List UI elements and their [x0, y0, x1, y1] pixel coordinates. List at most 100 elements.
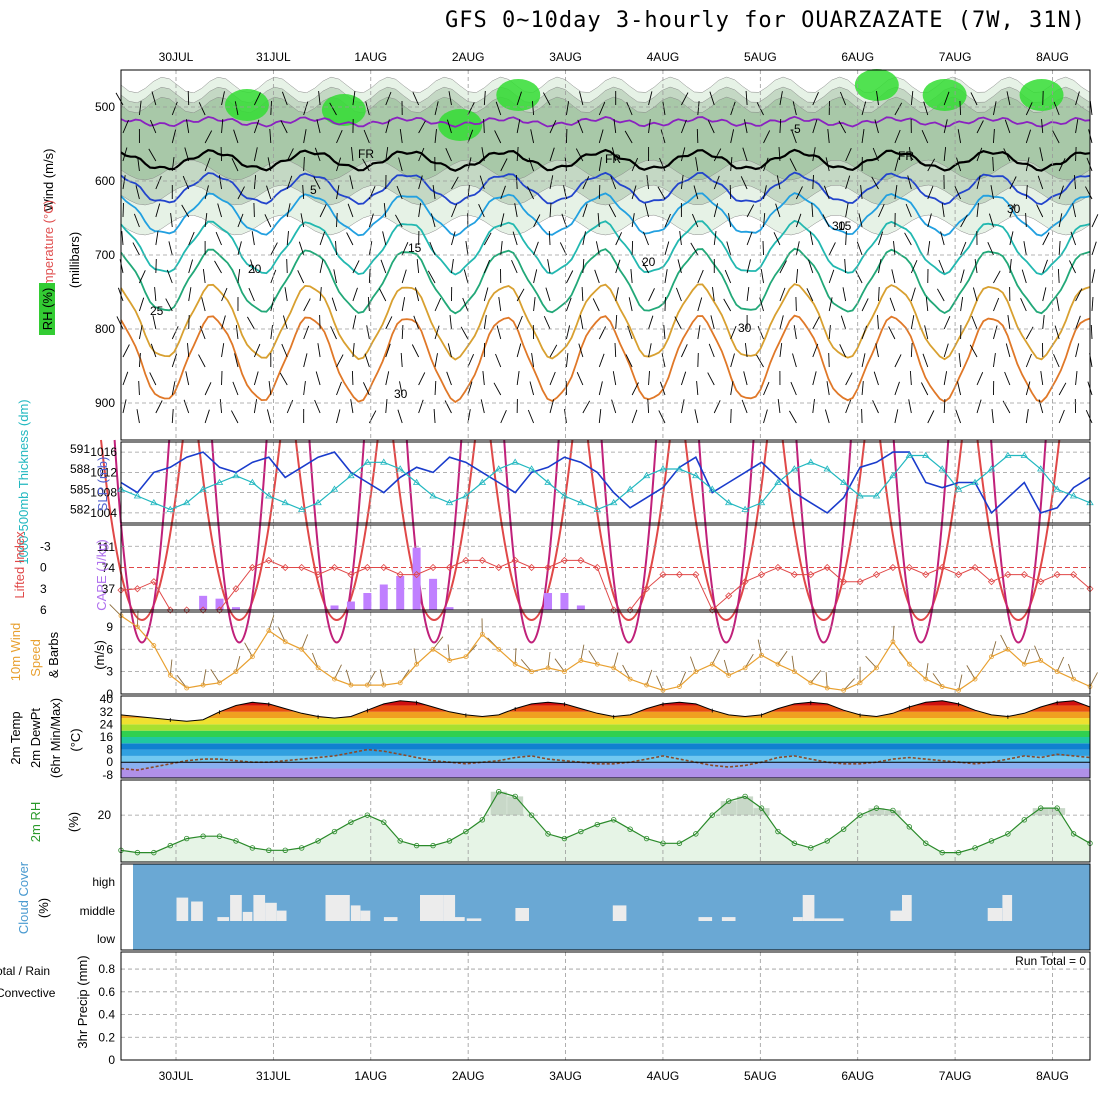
wind-barb	[728, 213, 732, 228]
wind-barb	[516, 315, 523, 330]
wind-barb	[122, 147, 128, 162]
lifted-index-marker	[1020, 571, 1028, 579]
thickness-marker	[429, 492, 437, 499]
rh-marker	[1021, 817, 1028, 823]
wind-barb	[253, 371, 259, 386]
temp-frame	[120, 695, 1091, 779]
lifted-index-marker	[642, 585, 651, 593]
wind-barb	[773, 232, 781, 246]
wind-barb	[746, 231, 753, 246]
rh-marker	[725, 798, 732, 804]
thickness-marker	[133, 492, 142, 499]
wind-barb	[1025, 184, 1028, 200]
wind-barb	[730, 129, 735, 144]
rh-legend-swatch	[39, 283, 55, 335]
surface-wind-barb	[547, 651, 551, 668]
wind-barb	[696, 381, 699, 396]
thickness-marker	[1004, 451, 1012, 458]
rh-high-blob	[496, 79, 541, 111]
wind-barb	[527, 409, 535, 424]
cloud-bar	[217, 917, 230, 921]
surface-wind-barb	[1089, 672, 1098, 687]
wind-barb	[793, 325, 797, 340]
cloud-level-tick: high	[92, 875, 115, 889]
surface-wind-barb	[646, 669, 653, 686]
wind-barb	[549, 120, 557, 134]
wind-barb	[516, 371, 520, 386]
wind-barb	[907, 175, 912, 190]
wind-barb	[976, 147, 983, 162]
wind-barb	[845, 203, 849, 218]
wind-barb	[664, 296, 666, 312]
surface-wind-barb	[810, 670, 822, 684]
wind-speed-marker	[200, 682, 206, 688]
wind-barb	[628, 297, 633, 312]
surface-wind-barb	[311, 652, 319, 669]
wind-barb	[188, 259, 194, 274]
wind-barb	[231, 158, 239, 172]
surface-wind-barb	[235, 655, 241, 672]
rh-marker	[808, 845, 814, 851]
wind-barb	[876, 91, 879, 106]
wind-barb	[434, 129, 437, 144]
wind-barb	[478, 204, 485, 218]
thickness-marker	[757, 498, 766, 506]
precip-tick: 0.4	[98, 1008, 115, 1022]
wind-barb	[204, 185, 209, 200]
surface-wind-barb	[991, 641, 997, 657]
wind-barb	[385, 316, 393, 330]
wind-barb	[253, 399, 258, 414]
wind-barb	[266, 409, 272, 424]
wind-barb	[333, 269, 337, 284]
wind-barb	[680, 371, 687, 386]
wind-barb	[925, 297, 929, 312]
wind-barb	[1005, 343, 1011, 358]
wind-barb	[427, 270, 436, 284]
date-label-bottom: 3AUG	[549, 1069, 582, 1083]
cloud-bar	[515, 908, 529, 921]
wind-barb	[1068, 260, 1076, 274]
rh-marker	[758, 805, 765, 811]
cape-bar	[346, 601, 355, 610]
lifted-index-marker	[511, 556, 519, 564]
warm-contour	[586, 439, 671, 621]
wind-barb	[467, 381, 473, 396]
wind-speed-marker	[562, 669, 567, 675]
contour-label: 20	[248, 262, 262, 276]
wind-barb	[612, 371, 617, 386]
wind-barb	[959, 100, 962, 116]
lifted-index-marker	[1004, 571, 1012, 579]
isotherm-20	[120, 247, 1091, 315]
surface-wind-barb	[301, 634, 309, 650]
wind-barb	[576, 372, 584, 386]
wind-barb	[1073, 175, 1077, 190]
wind-barb	[237, 213, 244, 228]
wind-barb	[582, 400, 591, 414]
wind-barb	[204, 130, 213, 144]
rh-area	[121, 791, 1090, 862]
wind-barb	[828, 242, 836, 256]
wind-barb	[927, 410, 935, 424]
cloud-bar	[360, 910, 371, 921]
wind-barb	[858, 213, 863, 228]
wind-barb	[204, 157, 211, 172]
lifted-index-marker	[790, 571, 798, 579]
wind-barb	[365, 101, 370, 116]
wind-barb	[877, 314, 879, 330]
wind-barb	[447, 343, 452, 358]
wind-barb	[316, 119, 321, 134]
wind-speed-marker	[726, 672, 732, 678]
wind-barb	[527, 186, 534, 200]
wind-barb	[795, 269, 799, 284]
wind-barb	[923, 101, 929, 116]
wind-barb	[434, 380, 437, 396]
wind-barb	[746, 259, 751, 274]
cloud-bar	[987, 908, 1003, 921]
thickness-marker	[511, 458, 519, 465]
wind-barb	[446, 371, 452, 386]
warm-contour	[879, 439, 963, 621]
wind-barb	[382, 231, 387, 246]
contour-label: FR	[605, 152, 621, 166]
wind-barb	[845, 175, 851, 190]
rh-marker	[627, 826, 633, 832]
